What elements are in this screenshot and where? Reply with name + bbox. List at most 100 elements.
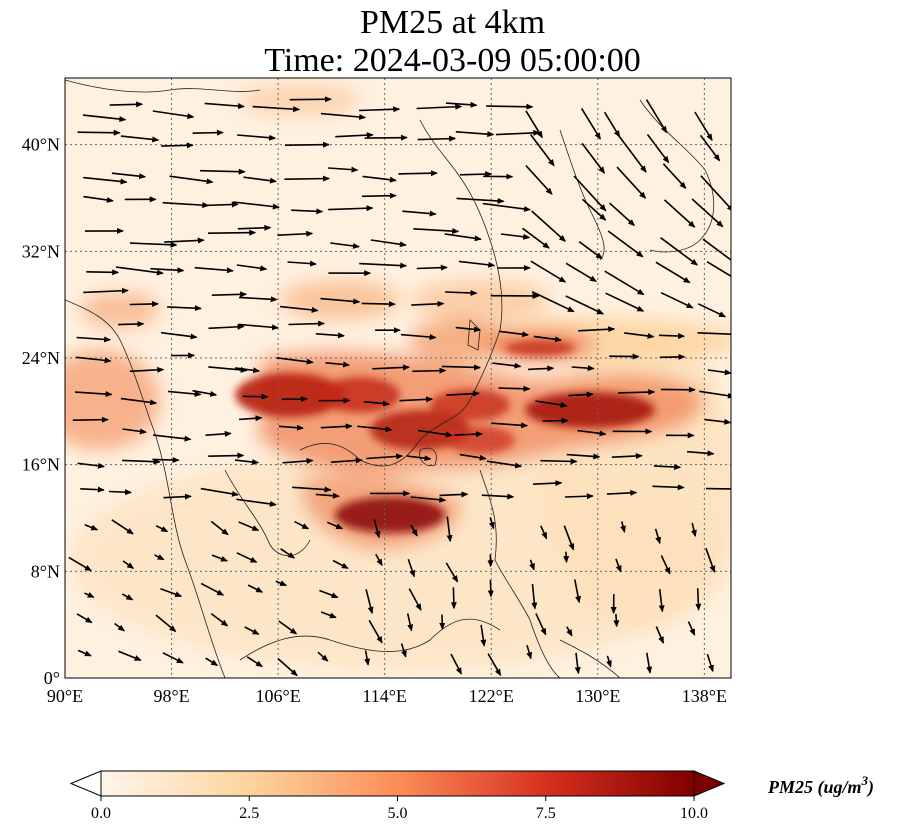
wind-arrow [416, 264, 448, 271]
wind-arrow [207, 229, 257, 236]
wind-arrow [280, 305, 319, 313]
wind-arrow [658, 589, 665, 613]
wind-arrow [162, 652, 184, 664]
wind-arrow [620, 521, 626, 533]
wind-arrow [210, 520, 229, 536]
y-axis-ticks: 40°N 32°N 24°N 16°N 8°N 0° [22, 135, 60, 688]
wind-arrow [655, 626, 665, 644]
wind-arrow [574, 579, 582, 604]
wind-arrow [573, 175, 607, 212]
wind-arrow [86, 269, 120, 276]
wind-arrow [646, 134, 670, 164]
y-tick-label: 24°N [22, 348, 60, 368]
wind-arrow [606, 489, 638, 496]
wind-arrow [160, 331, 198, 340]
wind-arrow [167, 305, 202, 312]
wind-arrow [487, 579, 494, 598]
wind-arrow [660, 291, 694, 309]
wind-arrow [577, 429, 607, 437]
wind-arrow [275, 580, 288, 587]
wind-arrow [528, 365, 555, 372]
wind-arrow [697, 331, 731, 338]
wind-arrow [652, 484, 685, 491]
wind-arrow [315, 332, 345, 339]
colorbar-gradient [100, 770, 695, 797]
wind-arrow [118, 320, 145, 327]
wind-arrow [161, 142, 194, 149]
wind-arrow [658, 332, 686, 339]
wind-arrow [663, 199, 696, 228]
wind-arrow [335, 132, 374, 139]
chart-subtitle: Time: 2024-03-09 05:00:00 [264, 42, 641, 79]
wind-arrow [373, 519, 381, 539]
wind-arrow [372, 364, 410, 371]
wind-arrow [563, 525, 575, 551]
pm25-field [65, 78, 731, 678]
wind-arrow [694, 111, 713, 141]
wind-arrow [115, 266, 164, 276]
wind-arrow [204, 102, 245, 110]
x-tick-label: 90°E [47, 686, 83, 706]
wind-arrow [530, 260, 567, 283]
wind-arrow [498, 385, 531, 392]
wind-arrow [687, 450, 715, 457]
colorbar-tick-label: 0.0 [91, 805, 111, 822]
x-tick-label: 98°E [153, 686, 189, 706]
wind-arrow [315, 492, 340, 499]
wind-arrow [574, 652, 581, 675]
wind-arrow [365, 589, 374, 615]
wind-arrow [525, 165, 553, 195]
colorbar-label-main: PM25 (ug/m [767, 777, 862, 798]
wind-arrow [363, 400, 390, 407]
wind-arrow [362, 175, 397, 183]
wind-arrow [284, 175, 330, 182]
x-axis-ticks: 90°E 98°E 106°E 114°E 122°E 130°E 138°E [47, 686, 727, 706]
wind-arrow [154, 554, 165, 561]
y-tick-label: 40°N [22, 135, 60, 155]
wind-arrow [122, 458, 161, 465]
colorbar-label-sup: 3 [861, 773, 869, 788]
wind-arrow [83, 176, 128, 185]
wind-arrow [455, 131, 495, 138]
wind-arrow [236, 498, 277, 507]
wind-arrow [459, 453, 487, 461]
chart-title: PM25 at 4km [359, 4, 546, 41]
wind-arrow [446, 516, 453, 543]
wind-arrow [210, 612, 229, 627]
wind-arrow [291, 208, 324, 215]
wind-arrow [325, 361, 351, 368]
wind-arrow [445, 101, 478, 108]
wind-arrow [211, 291, 248, 298]
wind-arrow [654, 528, 661, 545]
wind-arrow [411, 300, 445, 307]
y-tick-label: 0° [44, 668, 60, 688]
wind-arrow [495, 129, 541, 136]
wind-arrow [624, 332, 655, 339]
wind-arrow [617, 389, 656, 396]
wind-arrow [77, 649, 92, 657]
wind-arrow [611, 453, 643, 459]
wind-arrow [320, 611, 337, 619]
wind-arrow [364, 650, 371, 666]
wind-arrow [77, 462, 105, 469]
wind-arrow [707, 369, 731, 376]
wind-arrow [535, 400, 568, 408]
wind-arrow [540, 458, 578, 465]
colorbar-tick-label: 2.5 [239, 805, 259, 822]
wind-arrow [319, 589, 339, 599]
wind-arrow [83, 195, 114, 203]
wind-arrow [412, 367, 447, 374]
wind-arrow [72, 416, 109, 423]
wind-arrow [76, 336, 112, 343]
wind-arrow [481, 493, 515, 500]
wind-arrow [375, 553, 383, 567]
wind-arrow [571, 365, 595, 372]
x-tick-label: 138°E [682, 686, 727, 706]
wind-arrow [192, 129, 224, 136]
wind-arrow [522, 227, 550, 249]
wind-arrow [243, 176, 277, 184]
wind-arrow [402, 210, 437, 217]
wind-arrow [458, 260, 496, 268]
wind-arrow [533, 335, 562, 343]
